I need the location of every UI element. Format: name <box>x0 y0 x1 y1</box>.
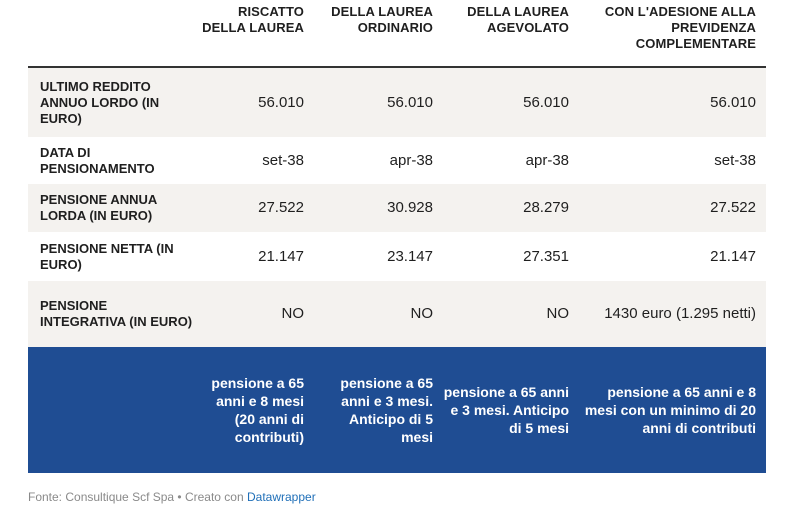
table-cell: apr-38 <box>314 137 443 184</box>
table-cell: 56.010 <box>314 67 443 137</box>
summary-cell: pensione a 65 anni e 8 mesi (20 anni di … <box>194 347 314 473</box>
table-row: PENSIONE NETTA (IN EURO) 21.147 23.147 2… <box>28 232 766 281</box>
summary-label <box>28 347 194 473</box>
datawrapper-link[interactable]: Datawrapper <box>247 490 316 504</box>
row-label: ULTIMO REDDITO ANNUO LORDO (IN EURO) <box>28 67 194 137</box>
summary-row: pensione a 65 anni e 8 mesi (20 anni di … <box>28 347 766 473</box>
table-container: RISCATTO DELLA LAUREA DELLA LAUREA ORDIN… <box>28 0 766 473</box>
summary-cell: pensione a 65 anni e 8 mesi con un minim… <box>579 347 766 473</box>
table-cell: 1430 euro (1.295 netti) <box>579 281 766 347</box>
summary-cell: pensione a 65 anni e 3 mesi. Anticipo di… <box>443 347 579 473</box>
header-riscatto-della-laurea: RISCATTO DELLA LAUREA <box>194 0 314 68</box>
table-cell: set-38 <box>194 137 314 184</box>
row-label: PENSIONE INTEGRATIVA (IN EURO) <box>28 281 194 347</box>
table-cell: apr-38 <box>443 137 579 184</box>
header-blank-cell <box>28 0 194 68</box>
row-label: PENSIONE NETTA (IN EURO) <box>28 232 194 281</box>
row-label: PENSIONE ANNUA LORDA (IN EURO) <box>28 184 194 232</box>
table-cell: set-38 <box>579 137 766 184</box>
table-cell: 27.522 <box>194 184 314 232</box>
source-text: Fonte: Consultique Scf Spa • Creato con <box>28 490 247 504</box>
table-cell: 56.010 <box>194 67 314 137</box>
header-della-laurea-agevolato: DELLA LAUREA AGEVOLATO <box>443 0 579 68</box>
table-cell: NO <box>314 281 443 347</box>
table-cell: 28.279 <box>443 184 579 232</box>
row-label: DATA DI PENSIONAMENTO <box>28 137 194 184</box>
table-row: DATA DI PENSIONAMENTO set-38 apr-38 apr-… <box>28 137 766 184</box>
table-row: PENSIONE ANNUA LORDA (IN EURO) 27.522 30… <box>28 184 766 232</box>
table-cell: NO <box>194 281 314 347</box>
summary-cell: pensione a 65 anni e 3 mesi. Anticipo di… <box>314 347 443 473</box>
header-previdenza-complementare: CON L'ADESIONE ALLA PREVIDENZA COMPLEMEN… <box>579 0 766 68</box>
table-cell: 30.928 <box>314 184 443 232</box>
header-row: RISCATTO DELLA LAUREA DELLA LAUREA ORDIN… <box>28 0 766 68</box>
table-cell: 56.010 <box>579 67 766 137</box>
table-cell: 23.147 <box>314 232 443 281</box>
source-footer: Fonte: Consultique Scf Spa • Creato con … <box>28 490 316 504</box>
table-cell: 21.147 <box>194 232 314 281</box>
pension-comparison-table: RISCATTO DELLA LAUREA DELLA LAUREA ORDIN… <box>28 0 766 473</box>
table-row: PENSIONE INTEGRATIVA (IN EURO) NO NO NO … <box>28 281 766 347</box>
table-cell: 21.147 <box>579 232 766 281</box>
table-cell: 27.351 <box>443 232 579 281</box>
table-cell: 56.010 <box>443 67 579 137</box>
table-cell: 27.522 <box>579 184 766 232</box>
table-cell: NO <box>443 281 579 347</box>
header-della-laurea-ordinario: DELLA LAUREA ORDINARIO <box>314 0 443 68</box>
table-row: ULTIMO REDDITO ANNUO LORDO (IN EURO) 56.… <box>28 67 766 137</box>
